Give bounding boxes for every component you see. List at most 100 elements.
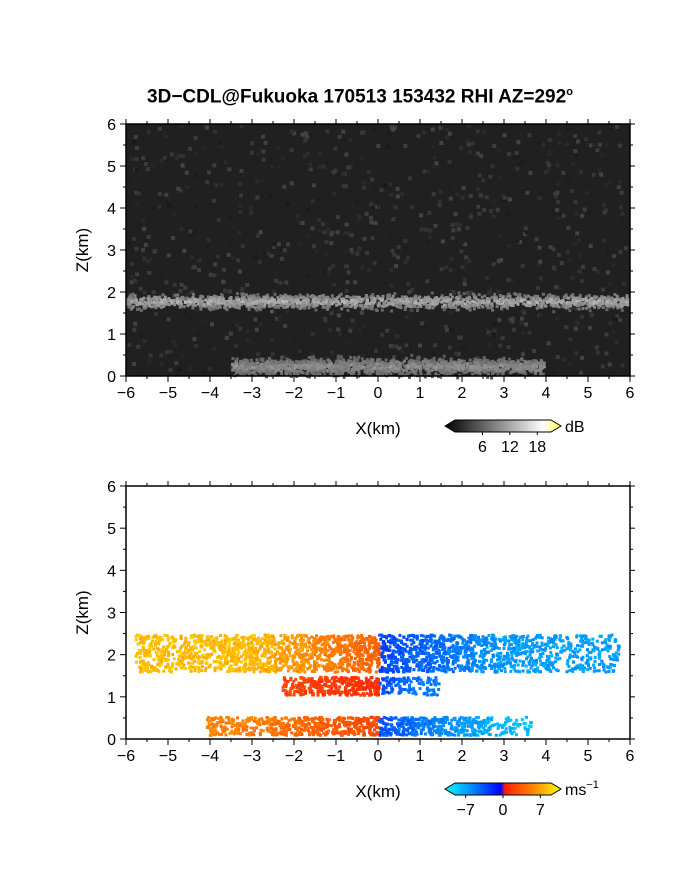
reflectivity-cell <box>245 367 249 371</box>
reflectivity-cell <box>172 300 176 304</box>
reflectivity-cell <box>623 303 627 307</box>
reflectivity-cell <box>463 362 467 366</box>
velocity-cell <box>541 648 545 652</box>
velocity-cell <box>177 654 181 658</box>
reflectivity-cell <box>575 303 579 307</box>
reflectivity-cell <box>494 366 498 370</box>
velocity-cell <box>199 639 203 643</box>
noise-cell <box>486 239 491 244</box>
reflectivity-cell <box>434 365 438 369</box>
reflectivity-cell <box>429 302 433 306</box>
velocity-cell <box>360 648 364 652</box>
reflectivity-cell <box>257 365 261 369</box>
noise-cell <box>194 308 199 313</box>
noise-cell <box>212 129 217 134</box>
reflectivity-cell <box>479 299 483 303</box>
reflectivity-cell <box>209 299 213 303</box>
reflectivity-cell <box>213 302 217 306</box>
noise-cell <box>269 254 274 259</box>
noise-cell <box>213 262 218 267</box>
reflectivity-cell <box>443 372 447 376</box>
reflectivity-cell <box>524 303 528 307</box>
velocity-cell <box>325 658 329 662</box>
reflectivity-cell <box>554 304 558 308</box>
noise-cell <box>188 366 193 371</box>
noise-cell <box>254 327 259 332</box>
velocity-cell <box>485 645 489 649</box>
reflectivity-cell <box>523 361 527 365</box>
reflectivity-cell <box>226 303 230 307</box>
velocity-cell <box>517 639 521 643</box>
noise-cell <box>373 249 378 254</box>
reflectivity-cell <box>474 304 478 308</box>
reflectivity-cell <box>235 305 239 309</box>
noise-cell <box>361 353 366 358</box>
noise-cell <box>245 338 250 343</box>
reflectivity-cell <box>621 302 625 306</box>
reflectivity-cell <box>284 369 288 373</box>
reflectivity-cell <box>243 302 247 306</box>
reflectivity-cell <box>482 301 486 305</box>
noise-cell <box>607 362 612 367</box>
reflectivity-cell <box>327 302 331 306</box>
reflectivity-cell <box>488 362 492 366</box>
reflectivity-cell <box>444 305 448 309</box>
reflectivity-cell <box>253 373 257 377</box>
velocity-cell <box>517 643 521 647</box>
noise-cell <box>212 198 217 203</box>
reflectivity-cell <box>457 367 461 371</box>
noise-cell <box>524 322 529 327</box>
velocity-cell <box>139 651 143 655</box>
noise-cell <box>148 257 153 262</box>
reflectivity-cell <box>246 371 250 375</box>
reflectivity-cell <box>611 298 615 302</box>
velocity-cell <box>609 657 613 661</box>
noise-cell <box>300 221 305 226</box>
reflectivity-cell <box>249 358 253 362</box>
reflectivity-cell <box>403 307 407 311</box>
reflectivity-cell <box>393 298 397 302</box>
reflectivity-cell <box>294 365 298 369</box>
reflectivity-cell <box>500 359 504 363</box>
noise-cell <box>147 270 152 275</box>
noise-cell <box>329 241 334 246</box>
noise-cell <box>239 193 244 198</box>
velocity-cell <box>435 643 439 647</box>
reflectivity-cell <box>241 371 245 375</box>
velocity-cell <box>360 657 364 661</box>
velocity-cell <box>453 666 457 670</box>
reflectivity-cell <box>400 367 404 371</box>
reflectivity-cell <box>597 306 601 310</box>
noise-cell <box>573 241 578 246</box>
noise-cell <box>135 272 140 277</box>
noise-cell <box>456 318 461 323</box>
reflectivity-cell <box>387 295 391 299</box>
reflectivity-cell <box>348 296 352 300</box>
reflectivity-cell <box>274 301 278 305</box>
reflectivity-cell <box>611 305 615 309</box>
noise-cell <box>394 264 399 269</box>
reflectivity-cell <box>542 361 546 365</box>
reflectivity-cell <box>488 368 492 372</box>
reflectivity-cell <box>426 371 430 375</box>
reflectivity-cell <box>327 364 331 368</box>
reflectivity-cell <box>244 370 248 374</box>
noise-cell <box>479 153 484 158</box>
noise-cell <box>132 140 137 145</box>
noise-cell <box>355 199 360 204</box>
reflectivity-cell <box>619 302 623 306</box>
noise-cell <box>249 150 254 155</box>
velocity-cell <box>353 657 357 661</box>
noise-cell <box>168 368 173 373</box>
reflectivity-cell <box>561 299 565 303</box>
noise-cell <box>460 195 465 200</box>
reflectivity-cell <box>133 294 137 298</box>
reflectivity-cell <box>508 302 512 306</box>
reflectivity-cell <box>248 297 252 301</box>
noise-cell <box>187 179 192 184</box>
reflectivity-cell <box>507 361 511 365</box>
reflectivity-cell <box>252 293 256 297</box>
noise-cell <box>389 283 394 288</box>
velocity-cell <box>159 635 163 639</box>
noise-cell <box>218 140 223 145</box>
